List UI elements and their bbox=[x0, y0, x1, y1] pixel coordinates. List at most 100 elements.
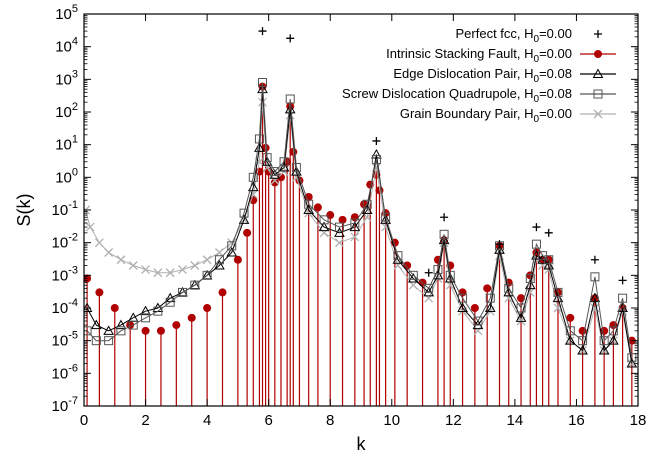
y-tick-label: 100 bbox=[55, 166, 78, 186]
data-point bbox=[525, 273, 535, 283]
data-point bbox=[544, 265, 554, 275]
data-point bbox=[254, 134, 264, 144]
data-point bbox=[190, 261, 200, 270]
data-point bbox=[178, 265, 187, 275]
y-tick-label: 10-1 bbox=[52, 199, 78, 219]
data-point bbox=[408, 280, 418, 290]
data-point bbox=[284, 103, 296, 114]
data-point bbox=[599, 336, 609, 346]
data-point bbox=[128, 320, 138, 330]
data-point bbox=[279, 167, 289, 177]
data-point bbox=[566, 313, 575, 322]
data-point bbox=[504, 283, 514, 293]
data-point bbox=[226, 246, 238, 257]
x-tick-label: 8 bbox=[326, 412, 334, 429]
data-point bbox=[515, 312, 527, 322]
series-0 bbox=[258, 27, 627, 285]
data-point bbox=[457, 302, 468, 312]
data-point bbox=[438, 234, 450, 245]
legend-swatch-marker bbox=[592, 68, 604, 78]
series-2 bbox=[84, 83, 638, 368]
y-tick-label: 10-7 bbox=[52, 395, 78, 415]
data-point bbox=[372, 136, 381, 145]
data-point bbox=[141, 326, 150, 335]
legend-swatch-marker bbox=[594, 50, 602, 58]
data-point bbox=[393, 251, 403, 261]
y-tick-label: 104 bbox=[55, 36, 78, 56]
data-point bbox=[484, 302, 496, 312]
y-tick-label: 102 bbox=[55, 101, 78, 121]
data-point bbox=[598, 344, 610, 355]
data-point bbox=[532, 223, 541, 232]
data-point bbox=[104, 248, 114, 257]
data-point bbox=[445, 270, 455, 280]
data-point bbox=[258, 27, 267, 36]
data-point bbox=[286, 34, 295, 43]
y-tick-label: 105 bbox=[55, 3, 78, 23]
x-tick-label: 2 bbox=[141, 412, 149, 429]
data-point bbox=[85, 222, 95, 232]
data-point bbox=[408, 270, 418, 280]
x-tick-label: 6 bbox=[264, 412, 272, 429]
data-point bbox=[578, 336, 588, 346]
data-point bbox=[564, 335, 576, 345]
data-point bbox=[334, 227, 345, 237]
y-tick-label: 10-2 bbox=[52, 232, 78, 252]
data-point bbox=[110, 304, 119, 312]
data-point bbox=[258, 77, 268, 87]
data-point bbox=[313, 203, 322, 212]
data-point bbox=[116, 326, 126, 336]
data-point bbox=[177, 286, 188, 297]
y-tick-label: 10-5 bbox=[52, 330, 78, 350]
x-tick-label: 16 bbox=[568, 412, 585, 429]
data-point bbox=[249, 196, 258, 205]
data-point bbox=[608, 326, 618, 336]
data-point bbox=[239, 208, 249, 218]
data-point bbox=[269, 169, 281, 179]
data-point bbox=[270, 178, 279, 187]
data-point bbox=[187, 313, 196, 322]
data-point bbox=[243, 228, 252, 237]
data-point bbox=[590, 255, 599, 264]
data-point bbox=[203, 304, 212, 312]
legend-label: Screw Dislocation Quadrupole, H0=0.08 bbox=[342, 86, 572, 105]
data-point bbox=[254, 142, 265, 152]
data-point bbox=[104, 336, 114, 346]
data-point bbox=[258, 97, 267, 107]
data-point bbox=[115, 319, 127, 330]
data-point bbox=[516, 303, 526, 313]
series-3 bbox=[84, 77, 637, 363]
legend-swatch-marker bbox=[593, 109, 603, 119]
data-point bbox=[371, 148, 382, 159]
x-axis-label: k bbox=[357, 434, 367, 454]
y-tick-label: 10-4 bbox=[52, 297, 78, 317]
y-axis-label: S(k) bbox=[14, 194, 34, 227]
data-point bbox=[552, 292, 564, 303]
data-point bbox=[233, 255, 242, 264]
x-tick-label: 18 bbox=[630, 412, 647, 429]
data-point bbox=[338, 215, 347, 224]
data-point bbox=[202, 255, 212, 265]
data-point bbox=[165, 268, 175, 278]
data-point bbox=[90, 319, 102, 330]
legend-label: Grain Boundary Pair, H0=0.00 bbox=[400, 106, 572, 125]
data-point bbox=[590, 272, 600, 282]
data-point bbox=[177, 287, 187, 297]
data-point bbox=[553, 303, 563, 313]
legend-swatch-marker bbox=[593, 89, 603, 99]
y-tick-label: 10-6 bbox=[52, 362, 78, 382]
data-point bbox=[95, 288, 104, 297]
x-tick-label: 14 bbox=[507, 412, 524, 429]
data-point bbox=[291, 162, 301, 172]
series-1 bbox=[84, 82, 636, 406]
data-point bbox=[326, 211, 335, 220]
data-point bbox=[380, 214, 391, 224]
data-point bbox=[201, 269, 213, 280]
data-point bbox=[553, 287, 563, 297]
data-point bbox=[618, 276, 627, 285]
x-tick-label: 4 bbox=[203, 412, 211, 429]
data-point bbox=[350, 213, 359, 222]
data-point bbox=[116, 255, 126, 265]
data-point bbox=[279, 157, 289, 167]
